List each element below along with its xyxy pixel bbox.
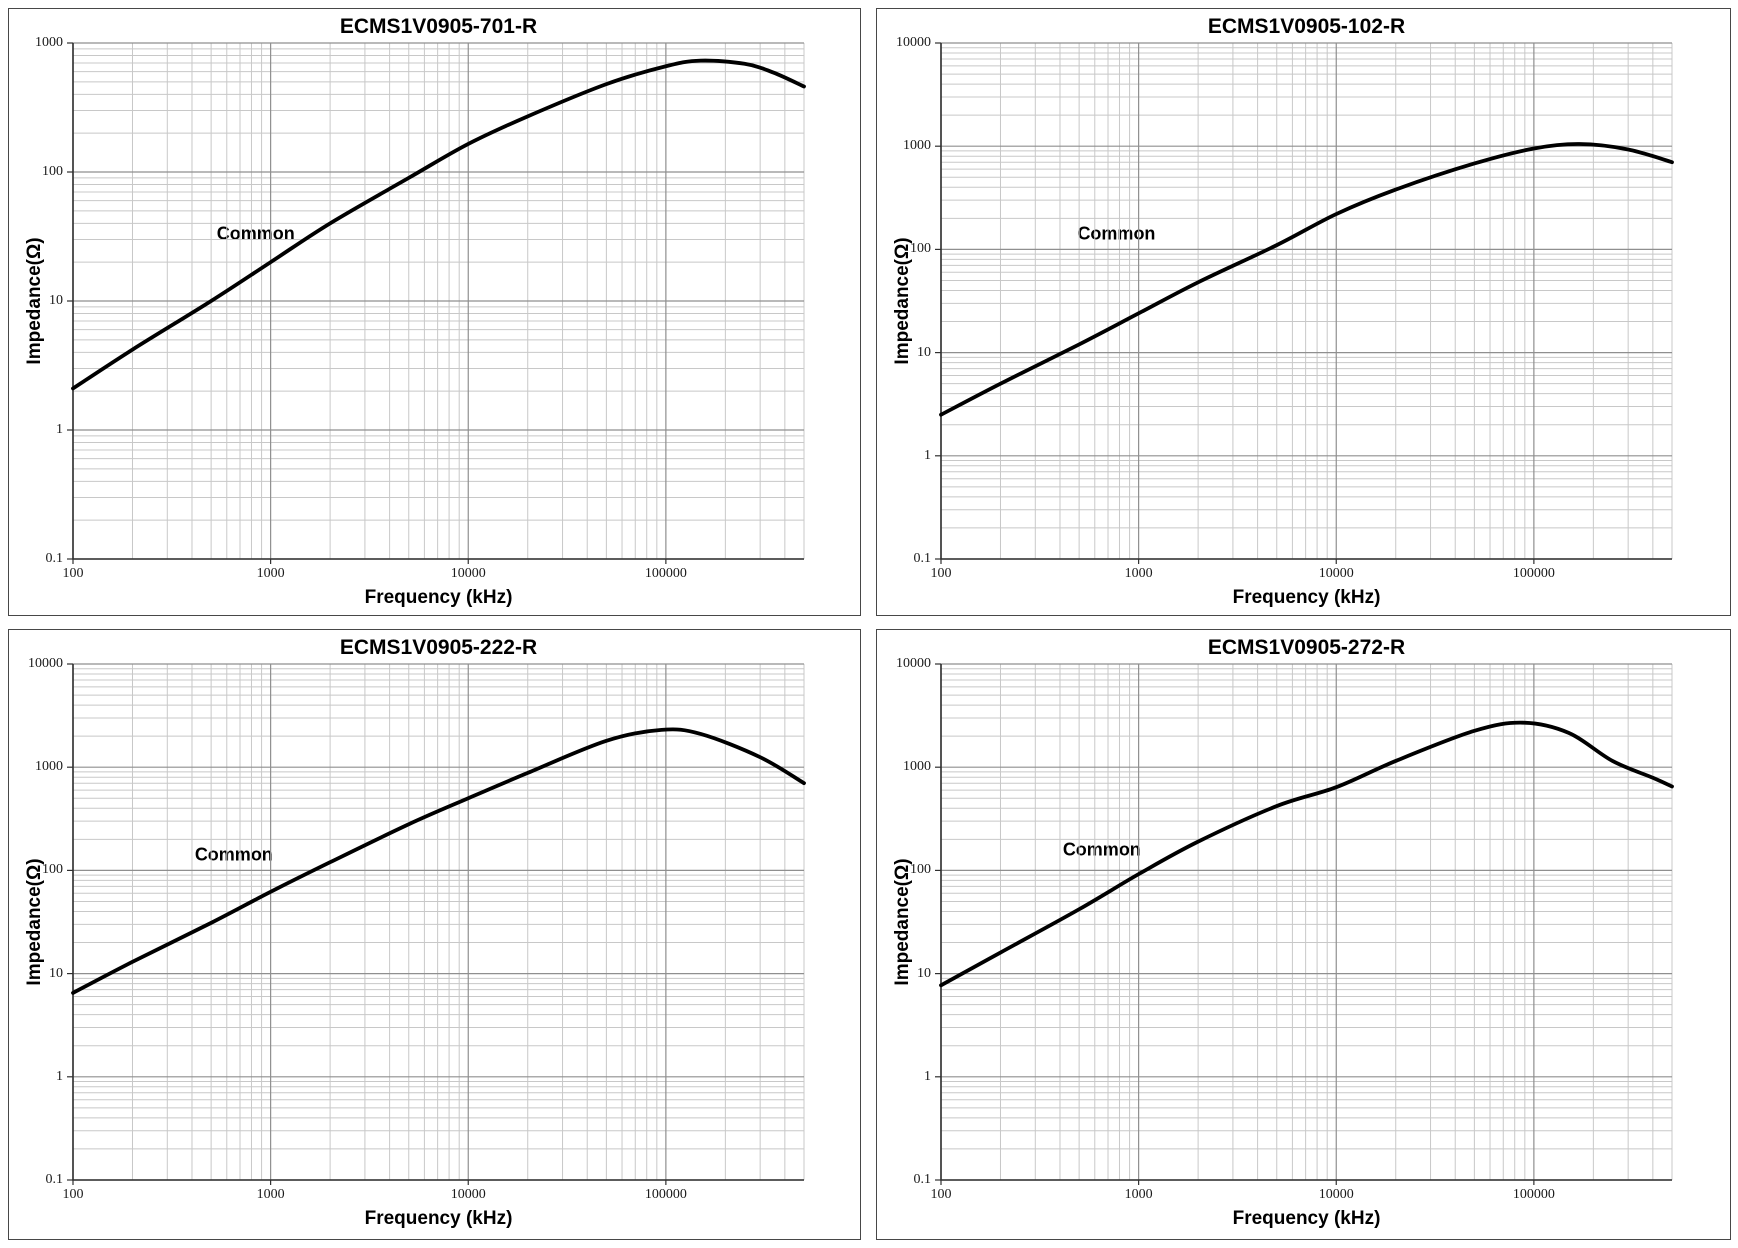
- y-tick-label: 100: [910, 862, 931, 878]
- y-tick-label: 0.1: [45, 1172, 64, 1187]
- y-tick-label: 10: [917, 965, 931, 981]
- x-tick-label: 100000: [644, 1187, 687, 1202]
- x-axis-title: Frequency (kHz): [364, 1208, 513, 1229]
- y-tick-label: 1: [56, 422, 63, 437]
- major-gridlines: [72, 42, 804, 560]
- plot-area: [935, 42, 1674, 564]
- major-gridlines: [72, 663, 804, 1181]
- chart-title: ECMS1V0905-272-R: [1207, 636, 1406, 659]
- x-tick-label: 100000: [644, 566, 687, 581]
- x-axis-title: Frequency (kHz): [364, 587, 513, 608]
- axis-ticks: [67, 42, 667, 564]
- minor-gridlines: [941, 43, 1673, 559]
- axis-lines: [940, 664, 1672, 1181]
- x-tick-label: 100: [930, 1187, 952, 1202]
- y-tick-label: 10: [49, 293, 63, 308]
- chart-panel-272r: ECMS1V0905-272-R Impedance(Ω) Common Fre…: [876, 629, 1731, 1240]
- x-tick-label: 100: [930, 566, 952, 581]
- y-tick-label: 0.1: [913, 551, 932, 566]
- series-label-common: Common: [216, 223, 295, 244]
- y-tick-label: 10000: [896, 35, 931, 50]
- chart-title: ECMS1V0905-102-R: [1207, 15, 1406, 38]
- chart-panel-222r: ECMS1V0905-222-R Impedance(Ω) Common Fre…: [8, 629, 861, 1240]
- impedance-curve: [939, 142, 1674, 417]
- x-tick-label: 1000: [256, 1187, 285, 1202]
- y-tick-label: 100: [42, 164, 63, 179]
- axis-ticks: [935, 42, 1535, 564]
- y-tick-label: 1: [924, 447, 931, 463]
- y-tick-label: 1000: [903, 759, 931, 775]
- minor-gridlines: [73, 664, 805, 1180]
- axis-ticks: [67, 663, 667, 1185]
- x-tick-label: 1000: [1124, 1187, 1153, 1202]
- plot-area: [67, 42, 806, 564]
- y-tick-label: 10: [917, 344, 931, 360]
- x-tick-label: 100000: [1512, 566, 1555, 581]
- y-tick-label: 10000: [896, 656, 931, 671]
- x-axis-title: Frequency (kHz): [1232, 587, 1381, 608]
- x-tick-label: 10000: [450, 566, 486, 581]
- series-label-common: Common: [1077, 223, 1156, 244]
- y-tick-label: 0.1: [45, 551, 64, 566]
- impedance-curve: [71, 727, 806, 995]
- series-label-common: Common: [1062, 839, 1141, 860]
- y-tick-label: 10000: [28, 656, 63, 671]
- chart-panel-701r: ECMS1V0905-701-R Impedance(Ω) Common Fre…: [8, 8, 861, 616]
- x-tick-label: 10000: [1318, 1187, 1354, 1202]
- x-tick-label: 10000: [1318, 566, 1354, 581]
- y-axis-title: Impedance(Ω): [24, 858, 45, 986]
- axis-lines: [72, 664, 804, 1181]
- y-tick-label: 1000: [35, 35, 63, 50]
- y-tick-label: 100: [910, 241, 931, 257]
- chart-title: ECMS1V0905-222-R: [339, 636, 538, 659]
- plot-area: [67, 663, 806, 1185]
- y-tick-label: 1000: [903, 138, 931, 154]
- y-axis-title: Impedance(Ω): [892, 237, 913, 365]
- y-tick-label: 1: [924, 1068, 931, 1084]
- chart-title: ECMS1V0905-701-R: [339, 15, 538, 38]
- plot-area: [935, 663, 1674, 1185]
- chart-panel-102r: ECMS1V0905-102-R Impedance(Ω) Common Fre…: [876, 8, 1731, 616]
- minor-gridlines: [941, 664, 1673, 1180]
- x-tick-label: 100: [62, 1187, 84, 1202]
- impedance-curve: [939, 720, 1674, 988]
- y-tick-label: 1000: [35, 759, 63, 775]
- y-axis-title: Impedance(Ω): [892, 858, 913, 986]
- x-tick-label: 10000: [450, 1187, 486, 1202]
- axis-ticks: [935, 663, 1535, 1185]
- y-tick-label: 10: [49, 965, 63, 981]
- y-tick-label: 1: [56, 1068, 63, 1084]
- axis-lines: [940, 43, 1672, 560]
- x-axis-title: Frequency (kHz): [1232, 1208, 1381, 1229]
- x-tick-label: 100000: [1512, 1187, 1555, 1202]
- x-tick-label: 1000: [256, 566, 285, 581]
- y-tick-label: 100: [42, 862, 63, 878]
- y-tick-label: 0.1: [913, 1172, 932, 1187]
- series-label-common: Common: [194, 844, 273, 865]
- impedance-curve: [71, 58, 806, 391]
- x-tick-label: 1000: [1124, 566, 1153, 581]
- major-gridlines: [940, 663, 1672, 1181]
- x-tick-label: 100: [62, 566, 84, 581]
- major-gridlines: [940, 42, 1672, 560]
